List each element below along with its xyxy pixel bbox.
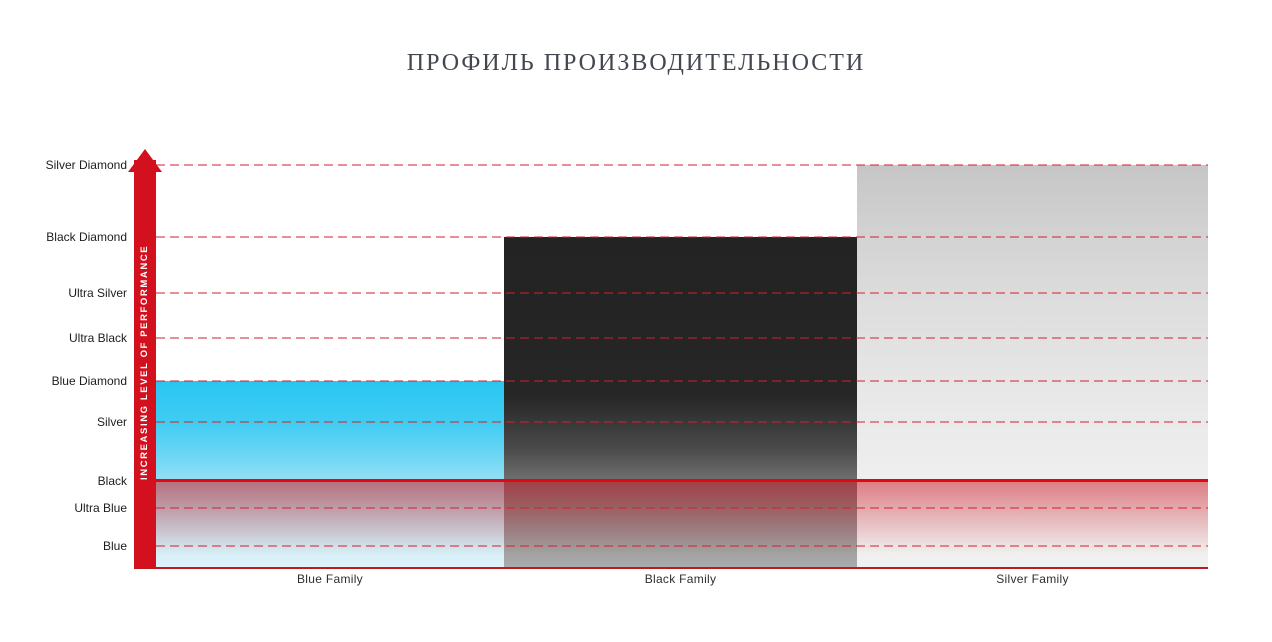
dashed-gridline-silver [156,421,1208,423]
category-label-silver-family: Silver Family [996,572,1069,586]
level-label-black: Black [97,474,127,488]
dashed-gridline-ultra-black [156,337,1208,339]
chart-baseline [134,567,1208,569]
level-label-ultra-black: Ultra Black [68,331,127,345]
level-label-silver: Silver [96,415,127,429]
arrow-label: INCREASING LEVEL OF PERFORMANCE [139,244,150,480]
bar-black-family [504,237,857,567]
level-label-ultra-blue: Ultra Blue [74,501,127,515]
dashed-gridline-black-diamond [156,236,1208,238]
dashed-gridline-blue-diamond [156,380,1208,382]
dashed-gridline-silver-diamond [156,164,1208,166]
solid-gridline-black [156,479,1208,482]
category-label-blue-family: Blue Family [297,572,363,586]
level-label-blue: Blue [102,539,127,553]
level-label-silver-diamond: Silver Diamond [45,158,127,172]
bar-blue-family [156,381,504,567]
dashed-gridline-blue [156,545,1208,547]
category-label-black-family: Black Family [644,572,717,586]
level-label-blue-diamond: Blue Diamond [51,374,127,388]
level-label-black-diamond: Black Diamond [46,230,127,244]
performance-axis-arrow [134,160,156,567]
dashed-gridline-ultra-silver [156,292,1208,294]
chart-title: ПРОФИЛЬ ПРОИЗВОДИТЕЛЬНОСТИ [406,50,866,76]
level-label-ultra-silver: Ultra Silver [68,286,127,300]
dashed-gridline-ultra-blue [156,507,1208,509]
